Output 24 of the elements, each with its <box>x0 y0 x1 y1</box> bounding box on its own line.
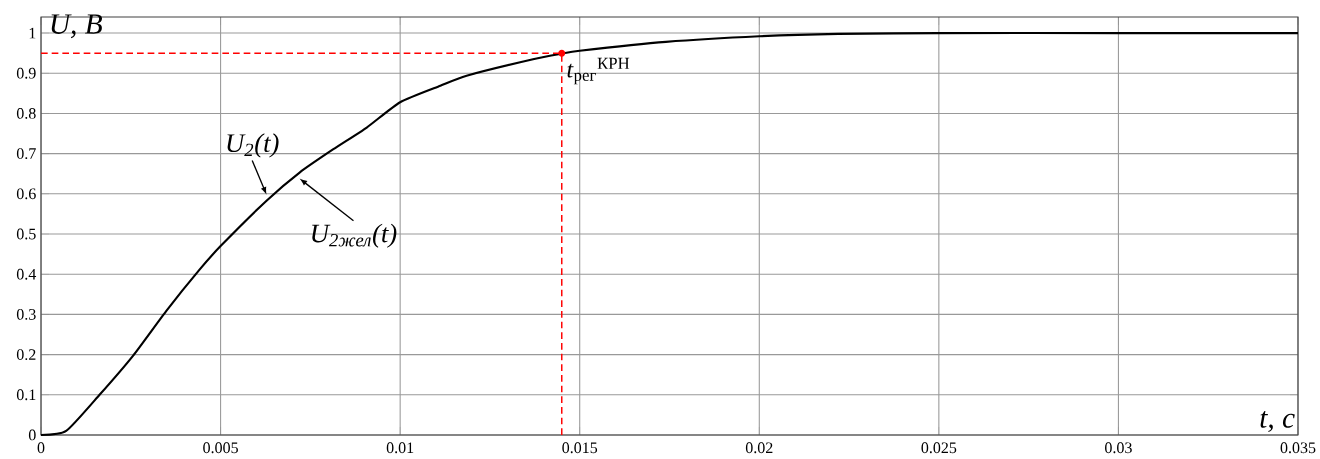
y-tick-label: 0.4 <box>16 268 37 280</box>
x-tick-label: 0.015 <box>562 442 598 454</box>
ref-line-label: t$_{рег}$КРН <box>567 57 630 85</box>
y-tick-label: 0.1 <box>16 389 36 401</box>
y-tick-label: 1 <box>29 27 36 39</box>
y-tick-label: 0.3 <box>16 308 36 320</box>
y-tick-label: 0 <box>28 429 36 441</box>
y-tick-label: 0.7 <box>16 148 36 160</box>
annotation: U$_{2жел}$(t) <box>312 223 397 248</box>
x-tick-label: 0.03 <box>1105 442 1132 454</box>
x-tick-label: 0.025 <box>921 442 957 454</box>
x-tick-label: 0.035 <box>1280 442 1316 454</box>
y-tick-label: 0.9 <box>16 67 36 79</box>
x-tick-label: 0.01 <box>386 442 414 454</box>
y-tick-label: 0.2 <box>16 349 36 361</box>
x-tick-label: 0.005 <box>203 442 238 454</box>
y-tick-label: 0.6 <box>16 188 36 200</box>
annotation: U$_{2}$(t) <box>227 133 279 158</box>
x-tick-label: 0.02 <box>745 442 773 454</box>
x-tick-label: 0 <box>37 442 45 454</box>
x-axis-title: t, c <box>1260 411 1295 433</box>
y-axis-title: U, B <box>51 14 103 39</box>
y-tick-label: 0.5 <box>16 228 36 240</box>
y-tick-label: 0.8 <box>16 108 36 119</box>
